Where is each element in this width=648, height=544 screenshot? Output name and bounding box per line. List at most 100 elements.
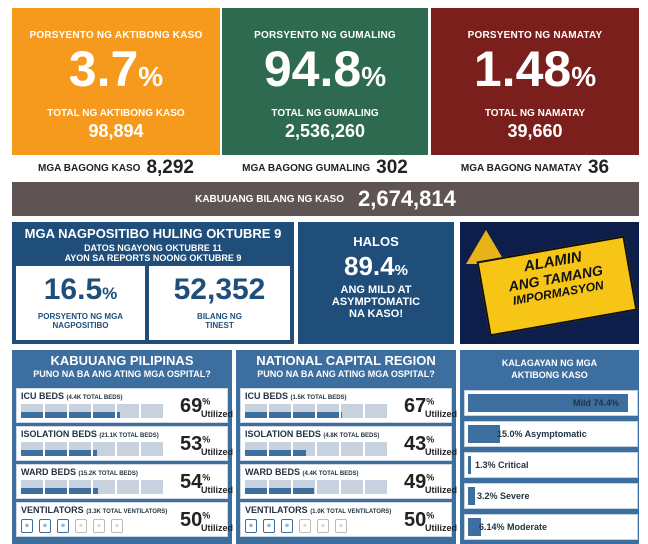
tested-label-1: BILANG NG [197,312,242,321]
bar-segment [365,442,387,456]
positivity-rate-label-1: PORSYENTO NG MGA [37,312,124,321]
new-cases-label: MGA BAGONG KASO [38,162,141,174]
positivity-rate-value: 16.5% [43,273,118,306]
severity-label: 1.3% Critical [475,460,529,470]
row-label: ISOLATION BEDS (4.8K TOTAL BEDS) [245,429,380,439]
ncr-title: NATIONAL CAPITAL REGION [256,353,436,368]
severity-row-severe: 3.2% Severe [464,483,638,509]
severity-fill [468,394,628,412]
tested-value: 52,352 [173,273,266,306]
bar-segment [117,480,139,494]
bar-fill [21,412,43,418]
bar-fill [117,412,121,418]
severity-label: 6.14% Moderate [479,522,548,532]
ncr-isolation-row: ISOLATION BEDS (4.8K TOTAL BEDS) 43% Uti… [240,426,457,461]
bar-segment [93,480,115,494]
utilization-bars [21,404,163,418]
utilization-value: 69% [180,395,211,417]
bar-segment [245,404,267,418]
bar-fill [93,488,99,494]
new-recovered-label: MGA BAGONG GUMALING [242,162,371,174]
utilization-bars [245,480,387,494]
bar-fill [45,412,67,418]
mild-line-3: ASYMPTOMATIC [331,296,421,308]
bar-fill [69,450,91,456]
mild-halos: HALOS [353,234,399,249]
active-percent-title: PORSYENTO NG AKTIBONG KASO [29,30,203,41]
utilized-label: Utilized [425,485,458,495]
bar-fill [69,488,91,494]
severity-title-2: AKTIBONG KASO [511,370,588,380]
ph-isolation-row: ISOLATION BEDS (21.1K TOTAL BEDS) 53% Ut… [16,426,233,461]
bar-fill [45,450,67,456]
utilization-value: 50% [404,509,435,531]
recovered-card: PORSYENTO NG GUMALING 94.8% TOTAL NG GUM… [222,8,428,155]
positivity-rate-box: 16.5% PORSYENTO NG MGA NAGPOSITIBO [16,266,145,340]
bar-segment [93,442,115,456]
bar-segment [269,404,291,418]
utilized-label: Utilized [201,523,234,533]
new-cases: MGA BAGONG KASO 8,292 [12,156,220,180]
severity-label: 3.2% Severe [477,491,530,501]
severity-fill [468,425,501,443]
bar-segment [21,404,43,418]
bar-segment [45,480,67,494]
bar-segment [141,442,163,456]
ventilator-icon: ⊕ [335,519,347,533]
positivity-panel: MGA NAGPOSITIBO HULING OKTUBRE 9 DATOS N… [12,222,294,344]
utilization-value: 50% [180,509,211,531]
tested-label-2: TINEST [205,321,234,330]
bar-fill [269,450,291,456]
ventilator-icon: ⊕ [281,519,293,533]
bar-segment [245,442,267,456]
severity-row-critical: 1.3% Critical [464,452,638,478]
ncr-subtitle: PUNO NA BA ANG ATING MGA OSPITAL? [257,369,435,379]
utilized-label: Utilized [425,409,458,419]
ncr-icu-row: ICU BEDS (1.5K TOTAL BEDS) 67% Utilized [240,388,457,423]
positivity-date-2: AYON SA REPORTS NOONG OKTUBRE 9 [64,253,242,263]
alamin-banner: ALAMIN ANG TAMANG IMPORMASYON [460,222,639,344]
bar-segment [117,404,139,418]
bar-fill [21,450,43,456]
bar-fill [21,488,43,494]
bar-segment [117,442,139,456]
positivity-rate-label-2: NAGPOSITIBO [52,321,109,330]
ncr-ventilators-row: VENTILATORS (1.0K TOTAL VENTILATORS) ⊕ ⊕ ⊕… [240,502,457,537]
active-total-label: TOTAL NG AKTIBONG KASO [47,108,185,119]
mild-panel: HALOS 89.4% ANG MILD AT ASYMPTOMATIC NA … [298,222,454,344]
severity-label: Mild 74.4% [572,398,619,408]
ph-ward-row: WARD BEDS (15.2K TOTAL BEDS) 54% Utilize… [16,464,233,499]
bar-segment [45,404,67,418]
recovered-percent-value: 94.8% [263,41,387,97]
bar-segment [293,442,315,456]
ventilator-icons: ⊕ ⊕ ⊕ ⊕ ⊕ ⊕ [245,519,347,533]
bar-fill [69,412,91,418]
deaths-total-label: TOTAL NG NAMATAY [484,108,586,119]
row-label: ICU BEDS (1.5K TOTAL BEDS) [245,391,347,401]
active-total-value: 98,894 [88,121,144,141]
utilized-label: Utilized [201,485,234,495]
ph-ventilators-row: VENTILATORS (3.3K TOTAL VENTILATORS) ⊕ ⊕ ⊕… [16,502,233,537]
ventilator-icon: ⊕ [111,519,123,533]
tested-box: 52,352 BILANG NG TINEST [149,266,290,340]
bar-segment [93,404,115,418]
recovered-total-label: TOTAL NG GUMALING [271,108,379,119]
bar-fill [293,412,315,418]
bar-segment [317,442,339,456]
row-label: ICU BEDS (4.4K TOTAL BEDS) [21,391,123,401]
bar-fill [45,488,67,494]
bar-segment [69,404,91,418]
severity-label: 15.0% Asymptomatic [497,429,587,439]
severity-fill [468,518,482,536]
new-recovered: MGA BAGONG GUMALING 302 [222,156,428,180]
ventilator-icon: ⊕ [299,519,311,533]
bar-fill [245,488,267,494]
utilization-bars [245,442,387,456]
positivity-date-1: DATOS NGAYONG OKTUBRE 11 [84,243,222,253]
ph-subtitle: PUNO NA BA ANG ATING MGA OSPITAL? [33,369,211,379]
ventilator-icon: ⊕ [39,519,51,533]
bar-segment [45,442,67,456]
ph-hospital-panel: KABUUANG PILIPINAS PUNO NA BA ANG ATING … [12,350,233,544]
utilization-value: 43% [404,433,435,455]
bar-segment [317,480,339,494]
